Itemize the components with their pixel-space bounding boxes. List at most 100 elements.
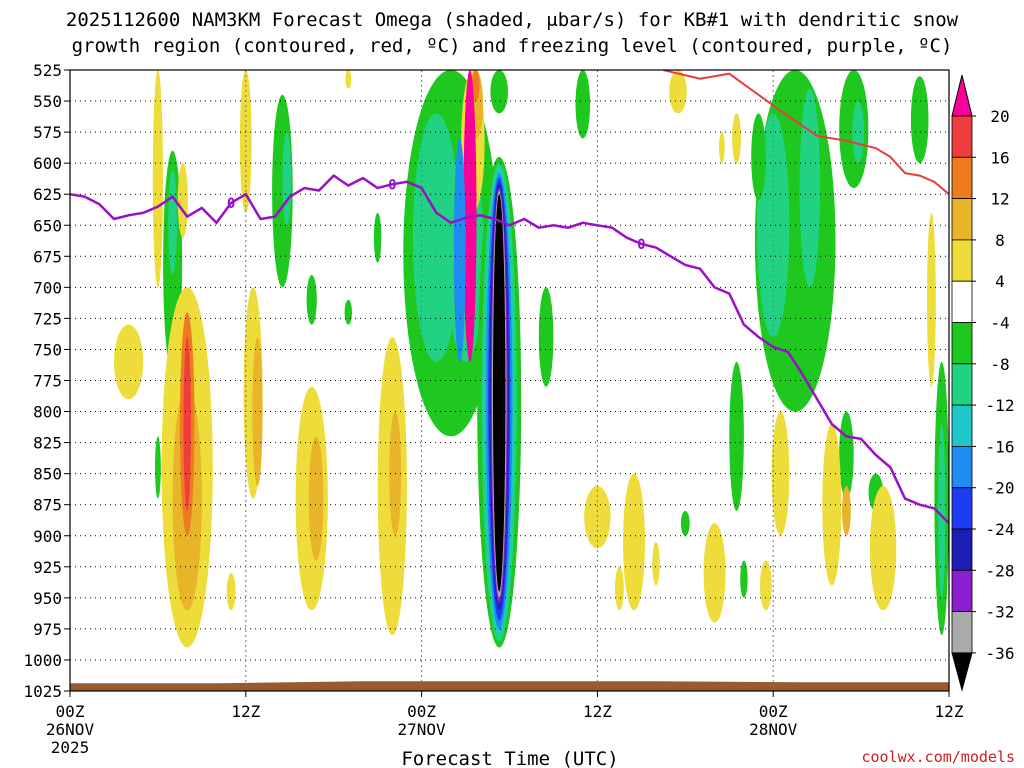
- y-axis-ticks: 525 550 575 600 625 650 675 700 725 750 775 800 825 8…: [23, 61, 70, 701]
- colorbar-label-2: 12: [990, 190, 1009, 209]
- shade-blob-25: [680, 510, 690, 536]
- colorbar-swatch-1: [951, 115, 973, 158]
- dgz-contour-line: [663, 70, 949, 195]
- shade-blob-42: [226, 573, 236, 611]
- shade-blob-52: [927, 212, 936, 387]
- x-tick-year-0: 2025: [51, 738, 90, 757]
- shade-blob-58: [345, 70, 352, 89]
- x-tick-label-36: 12Z: [583, 702, 612, 721]
- shade-blob-9: [538, 287, 554, 387]
- y-tick-label-975: 975: [33, 620, 62, 639]
- colorbar-swatch-6: [951, 322, 973, 365]
- y-tick-label-575: 575: [33, 123, 62, 142]
- colorbar-swatch-3: [951, 198, 973, 241]
- gridlines: [70, 69, 949, 692]
- x-tick-date-24: 27NOV: [398, 720, 447, 739]
- shade-blob-18: [852, 101, 865, 164]
- shade-blob-45: [623, 473, 645, 611]
- y-tick-label-950: 950: [33, 589, 62, 608]
- shade-blob-63: [453, 138, 466, 362]
- shade-blob-5: [412, 113, 460, 362]
- shade-blob-50: [842, 486, 851, 536]
- colorbar-label-12: -32: [986, 603, 1015, 622]
- shade-blob-44: [584, 485, 611, 549]
- shade-blob-72: [493, 194, 506, 592]
- shade-blob-39: [308, 436, 324, 561]
- shade-blob-54: [732, 113, 741, 164]
- shade-blob-28: [152, 70, 163, 288]
- y-tick-label-750: 750: [33, 340, 62, 359]
- omega-shading: [70, 70, 949, 691]
- colorbar-label-6: -8: [990, 355, 1009, 374]
- colorbar-swatch-9: [951, 445, 973, 489]
- freezing-level-line: [70, 173, 949, 525]
- shade-blob-47: [703, 523, 726, 623]
- colorbar-swatch-12: [951, 569, 973, 612]
- shade-blob-19: [910, 76, 929, 164]
- y-tick-label-600: 600: [33, 154, 62, 173]
- colorbar-label-3: 8: [995, 231, 1005, 250]
- chart-title-line1: 2025112600 NAM3KM Forecast Omega (shaded…: [66, 9, 959, 31]
- shade-blob-61: [472, 70, 480, 101]
- shade-blob-49: [822, 424, 842, 586]
- shade-blob-56: [760, 560, 772, 611]
- colorbar-label-11: -28: [986, 561, 1015, 580]
- y-tick-label-1000: 1000: [23, 651, 62, 670]
- shade-blob-46: [615, 566, 624, 611]
- x-tick-label-24: 00Z: [407, 702, 436, 721]
- x-axis-label: Forecast Time (UTC): [401, 748, 618, 768]
- credit-text: coolwx.com/models: [861, 748, 1015, 766]
- colorbar-swatch-5: [951, 280, 973, 323]
- shade-blob-35: [183, 337, 191, 511]
- freezing-level-label: 0: [388, 177, 396, 193]
- shade-blob-37: [252, 337, 263, 487]
- shade-blob-12: [344, 299, 352, 325]
- y-tick-label-925: 925: [33, 558, 62, 577]
- colorbar-label-8: -16: [986, 437, 1015, 456]
- freezing-level-label: 0: [227, 196, 235, 212]
- shade-blob-3: [168, 169, 178, 275]
- colorbar-swatch-7: [951, 363, 973, 406]
- colorbar-label-5: -4: [990, 314, 1009, 333]
- freezing-level-label: 0: [637, 237, 645, 253]
- shade-blob-23: [938, 424, 946, 598]
- shade-blob-7: [490, 70, 509, 114]
- colorbar-swatch-13: [951, 611, 973, 654]
- y-tick-label-850: 850: [33, 465, 62, 484]
- chart-title-line2: growth region (contoured, red, ºC) and f…: [72, 35, 953, 57]
- shade-blob-21: [839, 411, 854, 499]
- colorbar-label-9: -20: [986, 479, 1015, 498]
- y-tick-label-650: 650: [33, 216, 62, 235]
- shade-blob-53: [669, 70, 687, 114]
- shade-blob-13: [155, 436, 161, 499]
- contours: 0 0 0: [70, 70, 949, 525]
- y-tick-label-775: 775: [33, 372, 62, 391]
- colorbar-label-1: 16: [990, 148, 1009, 167]
- shade-blob-51: [869, 486, 897, 611]
- colorbar-legend: 20 16 12 8 4 -4 -8 -12 -16 -20 -24 -28 -32 -36: [951, 74, 1015, 692]
- y-tick-label-800: 800: [33, 403, 62, 422]
- shade-blob-31: [177, 163, 188, 238]
- shade-blob-16: [799, 88, 821, 288]
- colorbar-swatch-10: [951, 487, 973, 530]
- x-tick-label-12: 12Z: [231, 702, 260, 721]
- colorbar-swatch-8: [951, 404, 973, 447]
- shade-blob-57: [652, 542, 660, 586]
- shade-blob-55: [719, 132, 725, 164]
- colorbar-top-arrow: [951, 74, 973, 117]
- colorbar-label-7: -12: [986, 396, 1015, 415]
- y-tick-label-900: 900: [33, 527, 62, 546]
- shade-blob-29: [114, 324, 144, 400]
- colorbar-label-10: -24: [986, 520, 1015, 539]
- x-tick-label-48: 00Z: [759, 702, 788, 721]
- shade-blob-1: [282, 132, 292, 226]
- shade-blob-10: [373, 212, 382, 263]
- y-tick-label-1025: 1025: [23, 682, 62, 701]
- y-tick-label-825: 825: [33, 434, 62, 453]
- x-tick-date-0: 26NOV: [46, 720, 95, 739]
- colorbar-swatch-11: [951, 528, 973, 571]
- colorbar-bottom-arrow: [951, 652, 973, 692]
- ground-band: [70, 681, 949, 691]
- shade-blob-11: [306, 275, 317, 325]
